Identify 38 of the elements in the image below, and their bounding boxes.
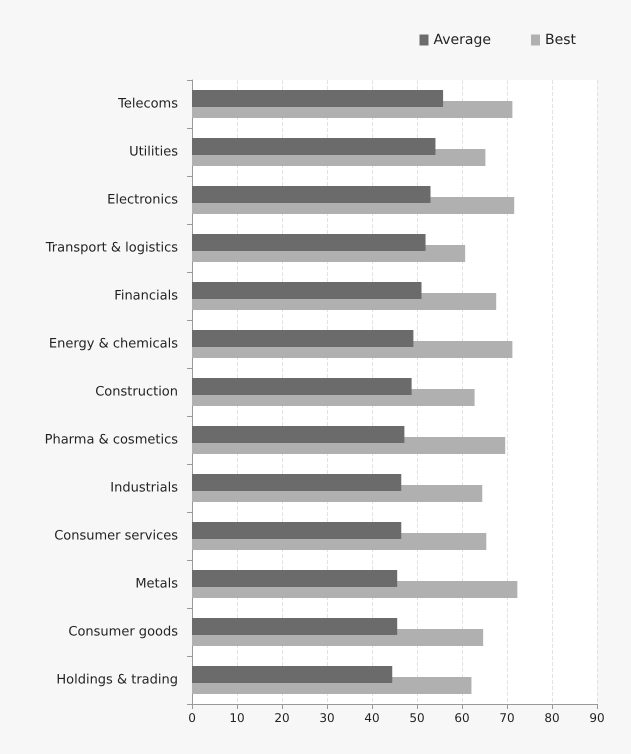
bar — [192, 522, 402, 539]
bar — [192, 474, 402, 491]
x-tick-label: 40 — [364, 711, 380, 725]
y-tick-label: Holdings & trading — [56, 672, 178, 688]
bar — [192, 618, 398, 635]
x-tick-label: 30 — [319, 711, 335, 725]
y-tick-label: Pharma & cosmetics — [44, 432, 178, 448]
bar — [192, 234, 426, 251]
bar — [192, 330, 414, 347]
bar — [192, 666, 392, 683]
x-tick-label: 80 — [544, 711, 560, 725]
bar — [192, 90, 444, 107]
x-tick-label: 10 — [229, 711, 245, 725]
x-tick-label: 20 — [274, 711, 290, 725]
x-tick-label: 60 — [454, 711, 470, 725]
y-tick-label: Construction — [95, 384, 178, 400]
x-tick-label: 70 — [499, 711, 515, 725]
bar — [192, 426, 404, 443]
bar — [192, 570, 398, 587]
y-tick-label: Consumer goods — [68, 624, 178, 640]
y-tick-label: Utilities — [129, 144, 178, 160]
bar — [192, 186, 430, 203]
y-tick-label: Industrials — [110, 480, 178, 496]
y-tick-label: Consumer services — [54, 528, 178, 544]
bar — [192, 378, 412, 395]
legend-label: Average — [434, 32, 492, 48]
y-tick-label: Energy & chemicals — [48, 336, 178, 352]
y-tick-label: Transport & logistics — [44, 240, 178, 256]
x-tick-label: 50 — [409, 711, 425, 725]
x-tick-label: 90 — [589, 711, 605, 725]
y-tick-label: Telecoms — [117, 96, 178, 112]
y-tick-label: Financials — [114, 288, 178, 304]
y-tick-label: Electronics — [107, 192, 178, 208]
y-tick-label: Metals — [135, 576, 178, 592]
bar — [192, 138, 436, 155]
legend-label: Best — [545, 32, 577, 48]
x-tick-label: 0 — [188, 711, 196, 725]
bar — [192, 282, 422, 299]
